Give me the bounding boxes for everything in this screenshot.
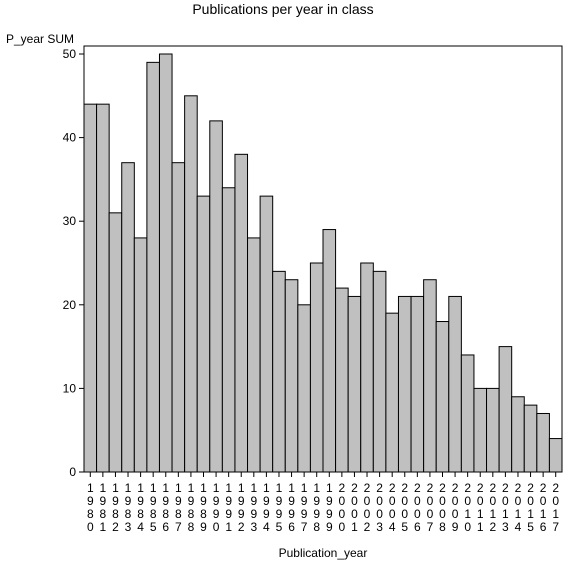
bar-1984 <box>133 237 148 473</box>
bar-2010 <box>460 354 475 473</box>
y-tick-label: 10 <box>63 381 77 395</box>
bar-2004 <box>385 312 399 473</box>
y-tick-label: 20 <box>63 298 77 312</box>
x-axis: 1 9 8 0 1 9 8 1 1 9 8 2 1 9 8 3 1 9 8 4 1 9 8 5 1 9 8 6 1 9 8 7 1 9 8 8 1 9 8 9… <box>87 472 559 534</box>
bar-2000 <box>335 287 349 473</box>
bar-2009 <box>448 295 462 473</box>
bars <box>83 53 563 473</box>
bar-2017 <box>548 438 563 473</box>
y-tick-label: 0 <box>69 465 76 479</box>
bar-1983 <box>121 162 135 473</box>
bar-2003 <box>372 270 387 473</box>
bar-2013 <box>498 346 513 473</box>
bar-2015 <box>523 404 538 473</box>
bar-2002 <box>360 262 374 473</box>
bar-2005 <box>397 295 412 473</box>
bar-2014 <box>511 396 525 473</box>
bar-1988 <box>184 95 198 473</box>
bar-2007 <box>423 279 437 473</box>
y-axis-label: P_year SUM <box>6 32 74 46</box>
bar-1989 <box>196 195 211 473</box>
chart-title: Publications per year in class <box>192 1 373 17</box>
y-tick-label: 40 <box>63 131 77 145</box>
bar-2012 <box>486 387 500 473</box>
x-axis-label: Publication_year <box>279 546 368 560</box>
bar-1987 <box>171 162 186 473</box>
y-axis: 0 10 20 30 40 50 <box>63 47 84 479</box>
bar-1986 <box>158 53 173 473</box>
bar-1990 <box>209 120 223 473</box>
bar-1997 <box>297 304 311 473</box>
bar-2008 <box>435 321 450 473</box>
bar-1999 <box>322 229 337 473</box>
bar-1982 <box>108 212 123 473</box>
bar-1992 <box>234 153 249 473</box>
bar-1998 <box>309 262 324 473</box>
bar-1994 <box>259 195 274 473</box>
bar-1993 <box>247 237 261 473</box>
bar-2001 <box>347 295 362 473</box>
y-tick-label: 30 <box>63 214 77 228</box>
bar-2011 <box>473 387 488 473</box>
bar-1981 <box>96 103 110 473</box>
bar-1985 <box>146 61 160 473</box>
bar-1996 <box>284 279 299 473</box>
bar-2016 <box>536 412 550 473</box>
bar-1995 <box>272 270 286 473</box>
bar-2006 <box>410 295 425 473</box>
bar-1980 <box>83 103 98 473</box>
y-tick-label: 50 <box>63 47 77 61</box>
bar-1991 <box>221 187 236 473</box>
